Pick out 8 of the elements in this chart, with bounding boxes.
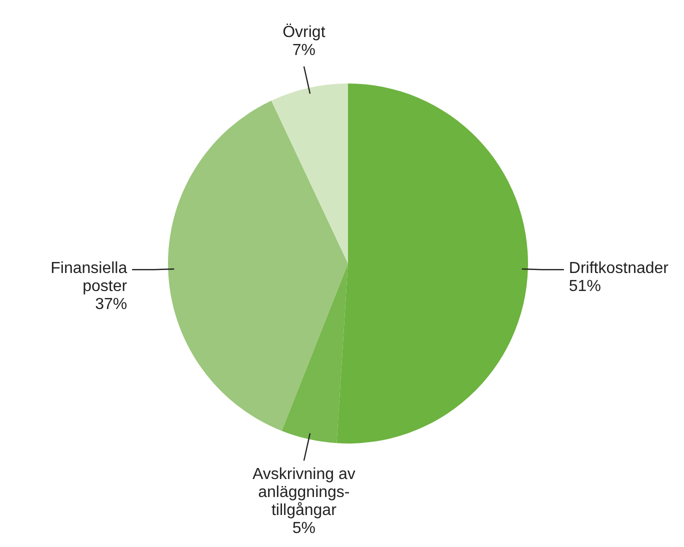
slice-label: Driftkostnader: [568, 260, 670, 277]
data-label: 37%: [95, 296, 128, 313]
slice-label: Finansiella poster: [50, 260, 128, 295]
slice-label: Avskrivning av anläggnings- tillgångar: [252, 466, 356, 520]
data-label: 51%: [568, 278, 601, 295]
slice-label: Övrigt: [282, 22, 326, 41]
data-label: 7%: [292, 42, 316, 59]
data-label: 5%: [292, 520, 316, 538]
